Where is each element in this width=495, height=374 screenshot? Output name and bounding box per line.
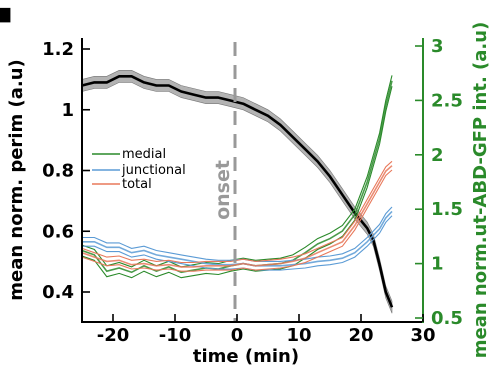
- right-y-tick-label: 1.5: [431, 199, 463, 220]
- panel-marker: ■: [0, 0, 12, 31]
- right-y-tick-label: 2.5: [431, 90, 463, 111]
- right-y-ticks: 0.5 1 1.5 2 2.5 3: [415, 36, 463, 329]
- x-tick-label: 30: [410, 325, 435, 346]
- left-y-tick-label: 0.8: [42, 161, 74, 182]
- series-bands: [81, 70, 393, 314]
- x-tick-label: 10: [286, 325, 311, 346]
- x-tick-label: -10: [159, 325, 192, 346]
- x-tick-label: -20: [97, 325, 130, 346]
- legend-label-junctional: junctional: [121, 163, 186, 178]
- total-line: [81, 165, 393, 268]
- right-y-tick-label: 3: [431, 36, 444, 57]
- series-lines: [81, 75, 394, 308]
- total-upper-bound: [81, 160, 393, 264]
- left-y-ticks: 0.4 0.6 0.8 1 1.2: [42, 39, 90, 303]
- left-y-tick-label: 1.2: [42, 39, 74, 60]
- left-y-tick-label: 0.6: [42, 221, 74, 242]
- total-lower-bound: [81, 169, 393, 272]
- legend-label-total: total: [122, 177, 152, 192]
- left-y-tick-label: 0.4: [42, 282, 74, 303]
- right-axis-title: mean norm.ut-ABD-GFP int. (a.u): [470, 22, 491, 359]
- x-axis-title: time (min): [193, 346, 299, 367]
- right-y-tick-label: 1: [431, 254, 444, 275]
- right-y-tick-label: 2: [431, 145, 444, 166]
- x-tick-label: 20: [348, 325, 373, 346]
- x-tick-label: 0: [231, 325, 244, 346]
- perimeter-line: [81, 75, 394, 308]
- right-y-tick-label: 0.5: [431, 308, 463, 329]
- legend: medial junctional total: [92, 147, 186, 192]
- x-ticks: -20 -10 0 10 20 30: [97, 314, 436, 346]
- perimeter-error-band: [81, 70, 393, 314]
- medial-lower-bound: [81, 86, 393, 279]
- left-y-tick-label: 1: [61, 100, 74, 121]
- legend-label-medial: medial: [122, 147, 166, 162]
- left-axis-title: mean norm. perim (a.u): [6, 59, 27, 301]
- onset-label: onset: [212, 160, 234, 220]
